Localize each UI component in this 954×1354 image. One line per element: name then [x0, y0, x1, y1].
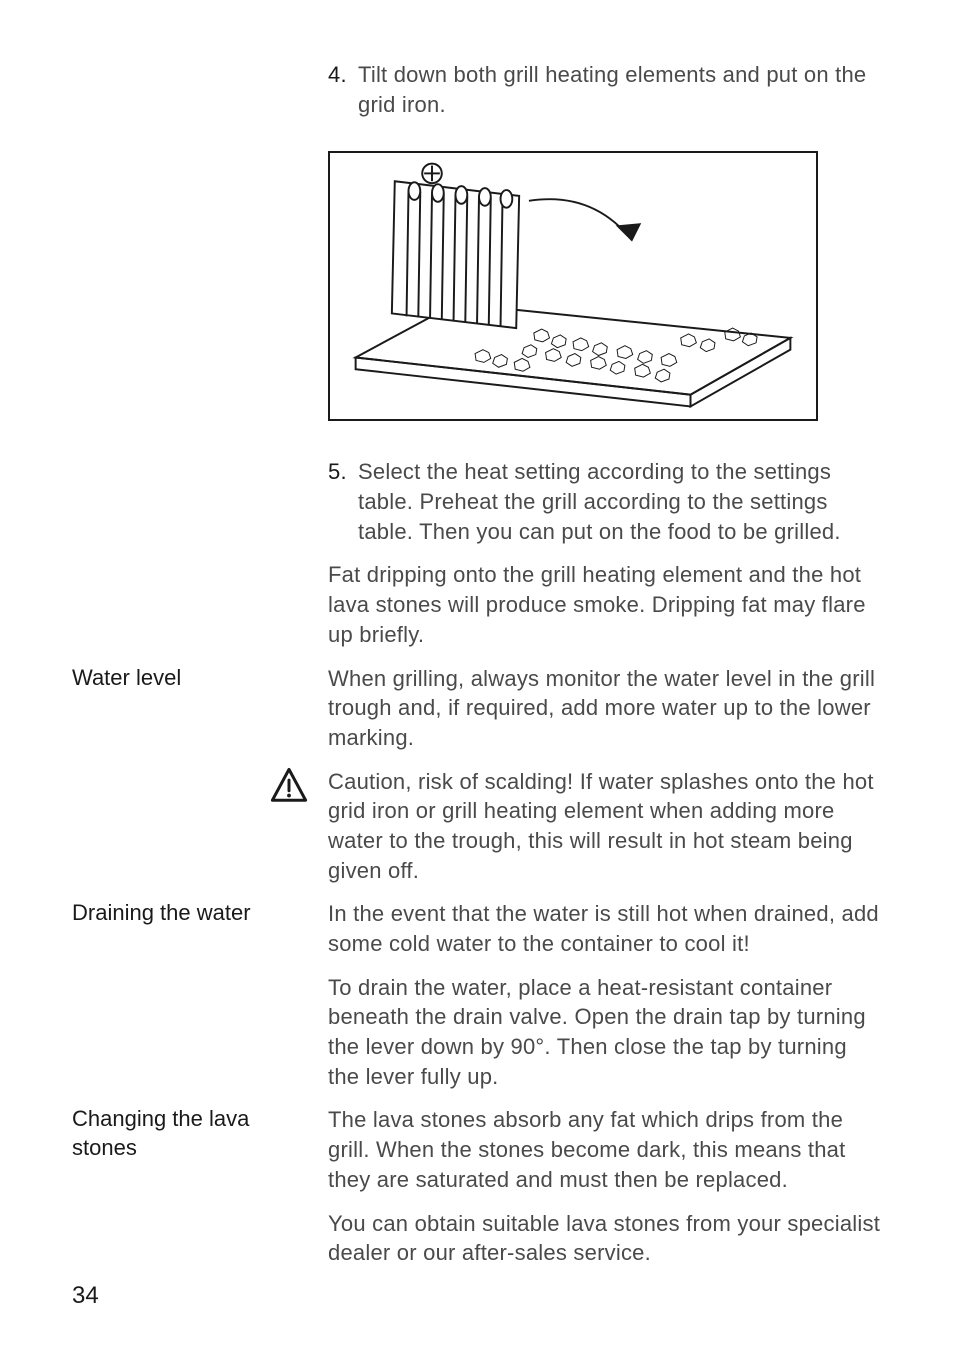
grill-illustration — [328, 151, 818, 421]
water-level-caution: Caution, risk of scalding! If water spla… — [328, 767, 882, 886]
draining-row-1: Draining the water In the event that the… — [72, 899, 882, 958]
page-content: 4. Tilt down both grill heating elements… — [72, 60, 882, 1282]
lava-row-1: Changing the lava stones The lava stones… — [72, 1105, 882, 1194]
draining-heading: Draining the water — [72, 899, 308, 928]
step-4-row: 4. Tilt down both grill heating elements… — [72, 60, 882, 119]
draining-body-1: In the event that the water is still hot… — [328, 899, 882, 958]
caution-row: Caution, risk of scalding! If water spla… — [72, 767, 882, 886]
draining-row-2: To drain the water, place a heat-resista… — [72, 973, 882, 1092]
step-5-row: 5. Select the heat setting according to … — [72, 457, 882, 546]
water-level-heading: Water level — [72, 664, 308, 693]
illustration-row — [72, 133, 882, 443]
step-4: 4. Tilt down both grill heating elements… — [328, 60, 882, 119]
step-4-text: Tilt down both grill heating elements an… — [358, 60, 882, 119]
step-5: 5. Select the heat setting according to … — [328, 457, 882, 546]
page-number: 34 — [72, 1282, 99, 1310]
lava-heading: Changing the lava stones — [72, 1105, 308, 1162]
fat-note-row: Fat dripping onto the grill heating elem… — [72, 560, 882, 649]
lava-body-2: You can obtain suitable lava stones from… — [328, 1209, 882, 1268]
warning-icon — [270, 767, 308, 810]
water-level-row: Water level When grilling, always monito… — [72, 664, 882, 753]
draining-body-2: To drain the water, place a heat-resista… — [328, 973, 882, 1092]
lava-body-1: The lava stones absorb any fat which dri… — [328, 1105, 882, 1194]
step-5-number: 5. — [328, 457, 358, 487]
step-4-number: 4. — [328, 60, 358, 90]
step-5-text: Select the heat setting according to the… — [358, 457, 882, 546]
fat-note: Fat dripping onto the grill heating elem… — [328, 560, 882, 649]
water-level-body: When grilling, always monitor the water … — [328, 664, 882, 753]
lava-row-2: You can obtain suitable lava stones from… — [72, 1209, 882, 1268]
